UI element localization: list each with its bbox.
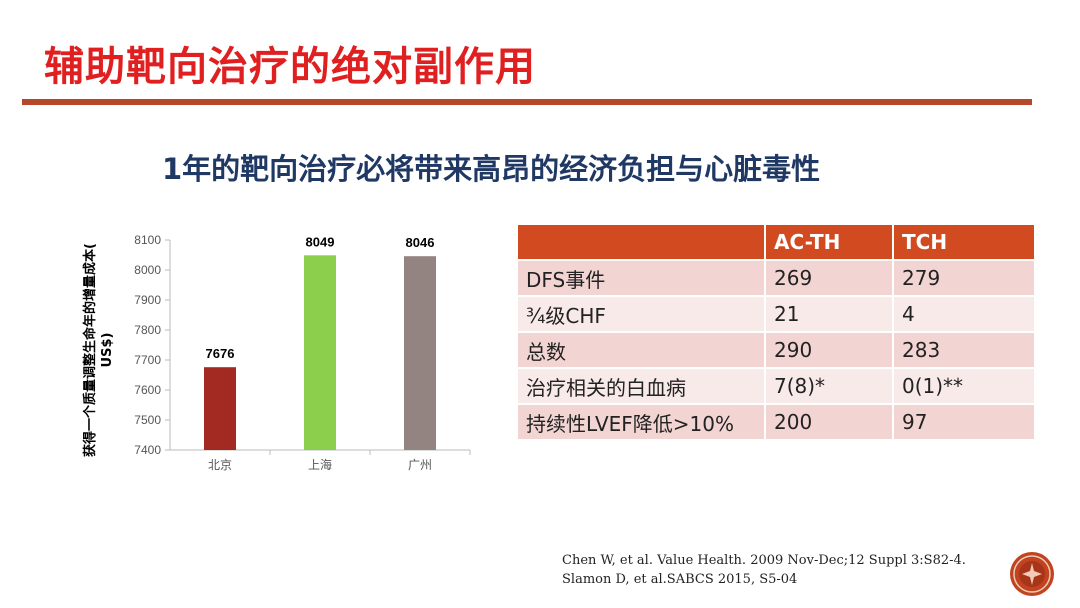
x-category-label: 上海 xyxy=(308,457,332,472)
table-header-ac-th: AC-TH xyxy=(766,225,894,261)
y-tick-label: 7500 xyxy=(134,413,161,427)
table-cell: 200 xyxy=(766,405,894,441)
y-tick-label: 7400 xyxy=(134,443,161,457)
y-tick-label: 8000 xyxy=(134,263,161,277)
bar-value-label: 7676 xyxy=(206,346,235,361)
table-cell: DFS事件 xyxy=(518,261,766,297)
table-header-cell xyxy=(518,225,766,261)
bar-value-label: 8049 xyxy=(306,234,335,249)
title-divider xyxy=(22,99,1032,105)
bar xyxy=(404,256,436,450)
bar xyxy=(204,367,236,450)
y-tick-label: 7800 xyxy=(134,323,161,337)
table-header-tch: TCH xyxy=(894,225,1036,261)
table-cell: 治疗相关的白血病 xyxy=(518,369,766,405)
y-axis-label: 获得一个质量调整生命年的增量成本(US$) xyxy=(82,243,115,457)
table-cell: 279 xyxy=(894,261,1036,297)
table-header-row: AC-TH TCH xyxy=(518,225,1036,261)
bar-value-label: 8046 xyxy=(406,235,435,250)
table-cell: 283 xyxy=(894,333,1036,369)
table-cell: 290 xyxy=(766,333,894,369)
x-category-label: 北京 xyxy=(208,458,232,472)
slide-subtitle: 1年的靶向治疗必将带来高昂的经济负担与心脏毒性 xyxy=(162,152,821,186)
y-tick-label: 7900 xyxy=(134,293,161,307)
table-cell: 4 xyxy=(894,297,1036,333)
citation-line: Slamon D, et al.SABCS 2015, S5-04 xyxy=(562,572,798,587)
table-row: ¾级CHF 21 4 xyxy=(518,297,1036,333)
slide-title: 辅助靶向治疗的绝对副作用 xyxy=(44,44,536,90)
table-row: 持续性LVEF降低>10% 200 97 xyxy=(518,405,1036,441)
circular-emblem-icon xyxy=(1010,552,1054,596)
table-cell: 0(1)** xyxy=(894,369,1036,405)
table-row: 总数 290 283 xyxy=(518,333,1036,369)
bar-chart: 获得一个质量调整生命年的增量成本(US$) 7400 7500 7600 7700 780… xyxy=(70,220,480,490)
y-tick-label: 7700 xyxy=(134,353,161,367)
table-row: 治疗相关的白血病 7(8)* 0(1)** xyxy=(518,369,1036,405)
table-cell: 269 xyxy=(766,261,894,297)
y-tick-label: 7600 xyxy=(134,383,161,397)
bar-chart-svg: 获得一个质量调整生命年的增量成本(US$) 7400 7500 7600 7700 780… xyxy=(82,233,471,472)
table-cell: 总数 xyxy=(518,333,766,369)
citation: Chen W, et al. Value Health. 2009 Nov-De… xyxy=(562,551,966,589)
table-cell: 97 xyxy=(894,405,1036,441)
table-cell: 7(8)* xyxy=(766,369,894,405)
table-cell: 21 xyxy=(766,297,894,333)
table-cell: 持续性LVEF降低>10% xyxy=(518,405,766,441)
table-row: DFS事件 269 279 xyxy=(518,261,1036,297)
table-cell: ¾级CHF xyxy=(518,297,766,333)
x-category-label: 广州 xyxy=(408,458,432,472)
citation-line: Chen W, et al. Value Health. 2009 Nov-De… xyxy=(562,553,966,568)
bar xyxy=(304,255,336,450)
comparison-table: AC-TH TCH DFS事件 269 279 ¾级CHF 21 4 总数 29… xyxy=(518,225,1036,441)
y-tick-label: 8100 xyxy=(134,233,161,247)
